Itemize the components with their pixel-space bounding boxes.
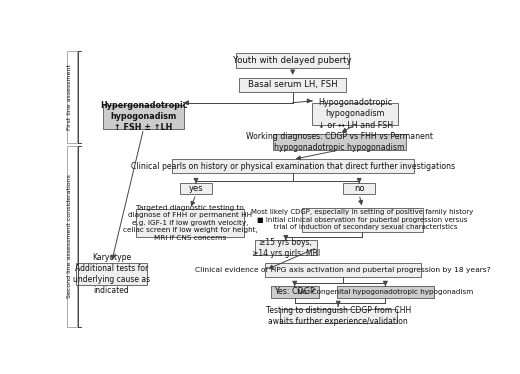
FancyBboxPatch shape <box>272 134 406 150</box>
FancyBboxPatch shape <box>180 183 212 194</box>
Text: yes: yes <box>189 184 203 193</box>
Text: ≥15 yrs boys,
≥14 yrs girls: MRI: ≥15 yrs boys, ≥14 yrs girls: MRI <box>252 237 320 258</box>
FancyBboxPatch shape <box>239 78 346 92</box>
FancyBboxPatch shape <box>67 51 77 143</box>
FancyBboxPatch shape <box>337 286 434 298</box>
Text: no: no <box>354 184 365 193</box>
Text: Clinical evidence of HPG axis activation and pubertal progression by 18 years?: Clinical evidence of HPG axis activation… <box>195 267 491 273</box>
FancyBboxPatch shape <box>270 286 319 298</box>
FancyBboxPatch shape <box>280 309 397 324</box>
Text: Clinical pearls on history or physical examination that direct further investiga: Clinical pearls on history or physical e… <box>131 162 455 171</box>
Text: First line assessment: First line assessment <box>67 64 72 130</box>
Text: No: Congenital hypogonadotropic hypogonadism: No: Congenital hypogonadotropic hypogona… <box>297 289 474 295</box>
FancyBboxPatch shape <box>343 183 375 194</box>
FancyBboxPatch shape <box>76 263 147 285</box>
FancyBboxPatch shape <box>172 159 413 173</box>
Text: Karyotype
Additional tests for
underlying cause as
indicated: Karyotype Additional tests for underlyin… <box>73 253 150 295</box>
FancyBboxPatch shape <box>103 105 184 129</box>
Text: Hypergonadotropic
hypogonadism
↑ FSH ± ↑LH: Hypergonadotropic hypogonadism ↑ FSH ± ↑… <box>100 101 187 132</box>
FancyBboxPatch shape <box>67 146 77 327</box>
FancyBboxPatch shape <box>136 209 244 236</box>
Text: Testing to distinguish CDGP from CHH
awaits further experience/validation: Testing to distinguish CDGP from CHH awa… <box>266 306 411 326</box>
FancyBboxPatch shape <box>302 208 423 232</box>
Text: Hypogonadotropic
hypogonadism
↓ or ↔ LH and FSH: Hypogonadotropic hypogonadism ↓ or ↔ LH … <box>318 98 393 130</box>
FancyBboxPatch shape <box>236 53 349 68</box>
Text: Youth with delayed puberty: Youth with delayed puberty <box>233 56 352 65</box>
FancyBboxPatch shape <box>312 103 398 125</box>
FancyBboxPatch shape <box>255 240 317 255</box>
Text: Working diagnoses: CDGP vs FHH vs Permanent
hypogonadotropic hypogonadism: Working diagnoses: CDGP vs FHH vs Perman… <box>245 132 433 152</box>
Text: Second line assessment considerations: Second line assessment considerations <box>67 174 72 298</box>
Text: Basal serum LH, FSH: Basal serum LH, FSH <box>248 80 337 89</box>
Text: Most likely CDGP, especially in setting of positive family history
■ Initial cli: Most likely CDGP, especially in setting … <box>251 209 474 230</box>
FancyBboxPatch shape <box>266 263 421 277</box>
Text: Targeted diagnostic testing to
diagnose of FHH or permanent HH
e.g. IGF-1 if low: Targeted diagnostic testing to diagnose … <box>123 205 257 241</box>
Text: Yes: CDGP: Yes: CDGP <box>275 288 315 297</box>
